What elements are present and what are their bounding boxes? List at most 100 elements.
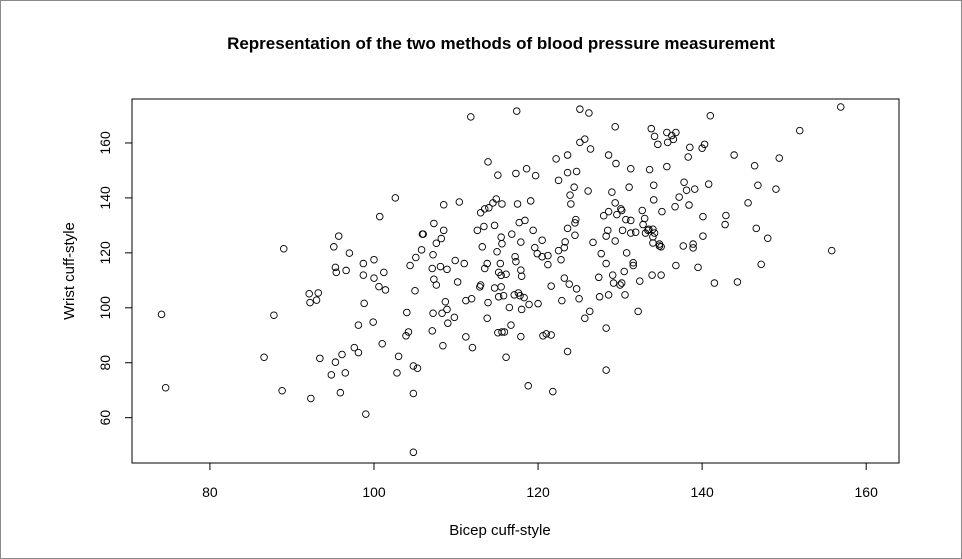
data-point bbox=[744, 199, 752, 207]
data-point bbox=[404, 328, 413, 336]
data-point bbox=[517, 305, 526, 314]
y-tick-label: 100 bbox=[97, 296, 113, 320]
data-point bbox=[493, 247, 501, 256]
data-point bbox=[370, 255, 378, 264]
data-point bbox=[563, 168, 572, 177]
data-point bbox=[522, 165, 531, 173]
data-point bbox=[775, 154, 783, 162]
data-point bbox=[497, 233, 505, 241]
data-point bbox=[517, 332, 525, 341]
data-point bbox=[576, 138, 584, 147]
data-point bbox=[336, 388, 345, 397]
data-point bbox=[602, 366, 610, 374]
data-point bbox=[533, 249, 541, 258]
data-point bbox=[571, 219, 579, 227]
data-point bbox=[375, 212, 384, 221]
data-point bbox=[581, 314, 589, 322]
data-point bbox=[307, 394, 315, 403]
data-point bbox=[694, 263, 702, 272]
data-point bbox=[332, 268, 341, 277]
y-axis: 60 80 100 120 140 160 bbox=[97, 131, 133, 426]
data-point bbox=[575, 294, 583, 303]
data-point bbox=[406, 261, 414, 270]
x-axis: 80 100 120 140 160 bbox=[202, 462, 878, 500]
plot-box bbox=[131, 98, 900, 464]
data-point bbox=[621, 291, 629, 299]
data-point bbox=[538, 236, 546, 244]
data-point bbox=[752, 224, 761, 233]
data-point bbox=[565, 280, 573, 288]
data-point bbox=[595, 293, 604, 301]
data-point bbox=[517, 238, 525, 246]
data-point bbox=[439, 226, 448, 235]
data-point bbox=[589, 238, 597, 247]
data-point bbox=[444, 319, 452, 327]
data-point bbox=[585, 307, 594, 316]
data-point bbox=[402, 332, 410, 340]
data-point bbox=[525, 300, 533, 309]
data-point bbox=[754, 181, 762, 190]
data-point bbox=[473, 226, 482, 235]
data-point bbox=[331, 263, 340, 272]
data-point bbox=[604, 226, 612, 235]
data-point bbox=[585, 109, 593, 117]
data-point bbox=[314, 289, 322, 297]
data-point bbox=[581, 135, 589, 143]
data-point bbox=[409, 448, 418, 457]
data-point bbox=[617, 279, 626, 287]
data-point bbox=[636, 277, 644, 285]
data-point bbox=[542, 330, 551, 338]
data-point bbox=[476, 283, 484, 291]
data-point bbox=[645, 225, 653, 233]
data-point bbox=[270, 311, 278, 319]
data-point bbox=[483, 259, 491, 268]
y-tick-label: 60 bbox=[97, 410, 113, 426]
data-point bbox=[612, 159, 620, 168]
data-point bbox=[393, 369, 401, 377]
data-point bbox=[576, 105, 584, 113]
data-point bbox=[381, 286, 390, 294]
data-point bbox=[380, 268, 388, 277]
data-point bbox=[689, 244, 697, 252]
data-point bbox=[638, 206, 646, 215]
data-point bbox=[657, 243, 665, 251]
data-point bbox=[680, 178, 688, 186]
data-point bbox=[497, 283, 505, 291]
points-layer bbox=[157, 103, 845, 457]
data-point bbox=[462, 296, 470, 305]
data-point bbox=[639, 220, 647, 229]
data-point bbox=[554, 246, 563, 255]
data-point bbox=[558, 296, 566, 305]
data-point bbox=[647, 124, 656, 133]
data-point bbox=[494, 293, 503, 301]
data-point bbox=[602, 324, 610, 332]
data-point bbox=[484, 298, 492, 307]
data-point bbox=[658, 207, 666, 216]
data-point bbox=[480, 264, 489, 273]
data-point bbox=[699, 212, 707, 221]
y-tick-label: 80 bbox=[97, 355, 113, 371]
data-point bbox=[498, 328, 506, 336]
data-point bbox=[617, 206, 626, 215]
data-point bbox=[490, 284, 499, 292]
data-point bbox=[763, 234, 772, 243]
data-point bbox=[552, 155, 560, 163]
x-tick-label: 100 bbox=[362, 484, 386, 500]
data-point bbox=[675, 193, 683, 201]
data-point bbox=[625, 183, 633, 191]
data-point bbox=[359, 271, 368, 279]
data-point bbox=[595, 273, 603, 282]
x-tick-label: 140 bbox=[690, 484, 714, 500]
data-point bbox=[547, 282, 555, 290]
data-point bbox=[649, 225, 657, 233]
data-point bbox=[428, 327, 436, 335]
data-point bbox=[478, 243, 487, 251]
data-point bbox=[706, 112, 715, 120]
data-point bbox=[627, 165, 635, 173]
data-point bbox=[394, 352, 403, 361]
data-point bbox=[360, 299, 368, 308]
data-point bbox=[534, 299, 542, 308]
data-point bbox=[609, 279, 618, 287]
data-point bbox=[517, 272, 526, 280]
data-point bbox=[616, 281, 624, 289]
